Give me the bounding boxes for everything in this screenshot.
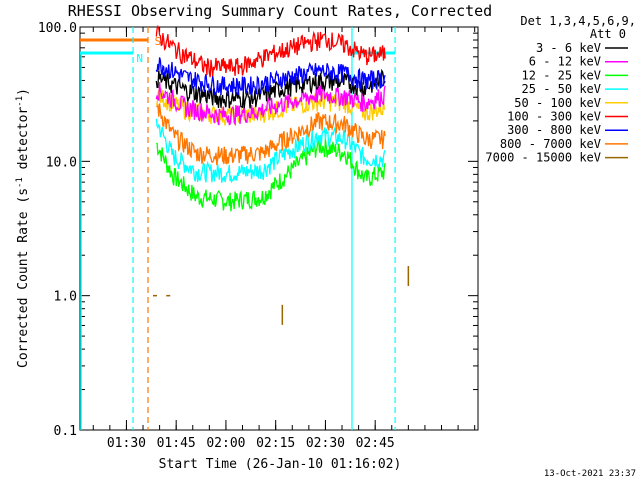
legend-header-line2: Att 0 <box>590 27 626 41</box>
series-line-1 <box>155 82 386 127</box>
annotation-s: S <box>155 35 162 48</box>
legend-label: 300 - 800 keV <box>507 123 601 137</box>
series-line-5 <box>155 24 386 78</box>
series-line-3 <box>155 118 386 184</box>
legend-label: 3 - 6 keV <box>536 41 601 55</box>
y-axis-label-end: ) <box>16 88 31 96</box>
series-line-7 <box>156 103 386 166</box>
series-line-2 <box>156 137 386 212</box>
x-tick-label: 02:00 <box>206 436 245 451</box>
y-tick-label: 10.0 <box>46 155 77 170</box>
y-axis-label-sup: -1 <box>15 177 25 188</box>
x-tick-label: 01:45 <box>157 436 196 451</box>
legend-label: 800 - 7000 keV <box>500 137 601 151</box>
y-tick-label: 0.1 <box>54 424 77 439</box>
footer-date: 13-Oct-2021 23:37 <box>544 469 636 479</box>
legend-label: 50 - 100 keV <box>514 96 601 110</box>
legend-label: 12 - 25 keV <box>522 68 601 82</box>
y-axis-label: Corrected Count Rate (s-1 detector-1) <box>15 88 31 368</box>
annotation-n: N <box>136 52 143 65</box>
y-tick-label: 1.0 <box>54 290 77 305</box>
legend-header-line1: Det 1,3,4,5,6,9, <box>520 14 636 28</box>
plot-frame <box>79 26 479 431</box>
x-tick-label: 02:15 <box>256 436 295 451</box>
y-axis-label-sup2: -1 <box>15 96 25 107</box>
series-line-0 <box>155 68 386 109</box>
y-axis-label-main: Corrected Count Rate (s <box>16 188 31 368</box>
legend-label: 100 - 300 keV <box>507 110 601 124</box>
x-axis-label: Start Time (26-Jan-10 01:16:02) <box>159 457 402 472</box>
plot-area: 0.1 1.0 10.0 100.0 01:30 01:45 02:00 02:15 02:30… <box>38 21 479 451</box>
y-tick-label: 100.0 <box>38 21 77 36</box>
y-axis-label-tail: detector <box>16 107 31 178</box>
x-tick-label: 01:30 <box>107 436 146 451</box>
x-tick-label: 02:45 <box>356 436 395 451</box>
legend-label: 7000 - 15000 keV <box>485 151 601 165</box>
x-tick-label: 02:30 <box>306 436 345 451</box>
chart-title: RHESSI Observing Summary Count Rates, Co… <box>68 2 492 20</box>
series-line-6 <box>155 57 386 97</box>
legend-label: 6 - 12 keV <box>529 55 601 69</box>
legend-label: 25 - 50 keV <box>522 82 601 96</box>
